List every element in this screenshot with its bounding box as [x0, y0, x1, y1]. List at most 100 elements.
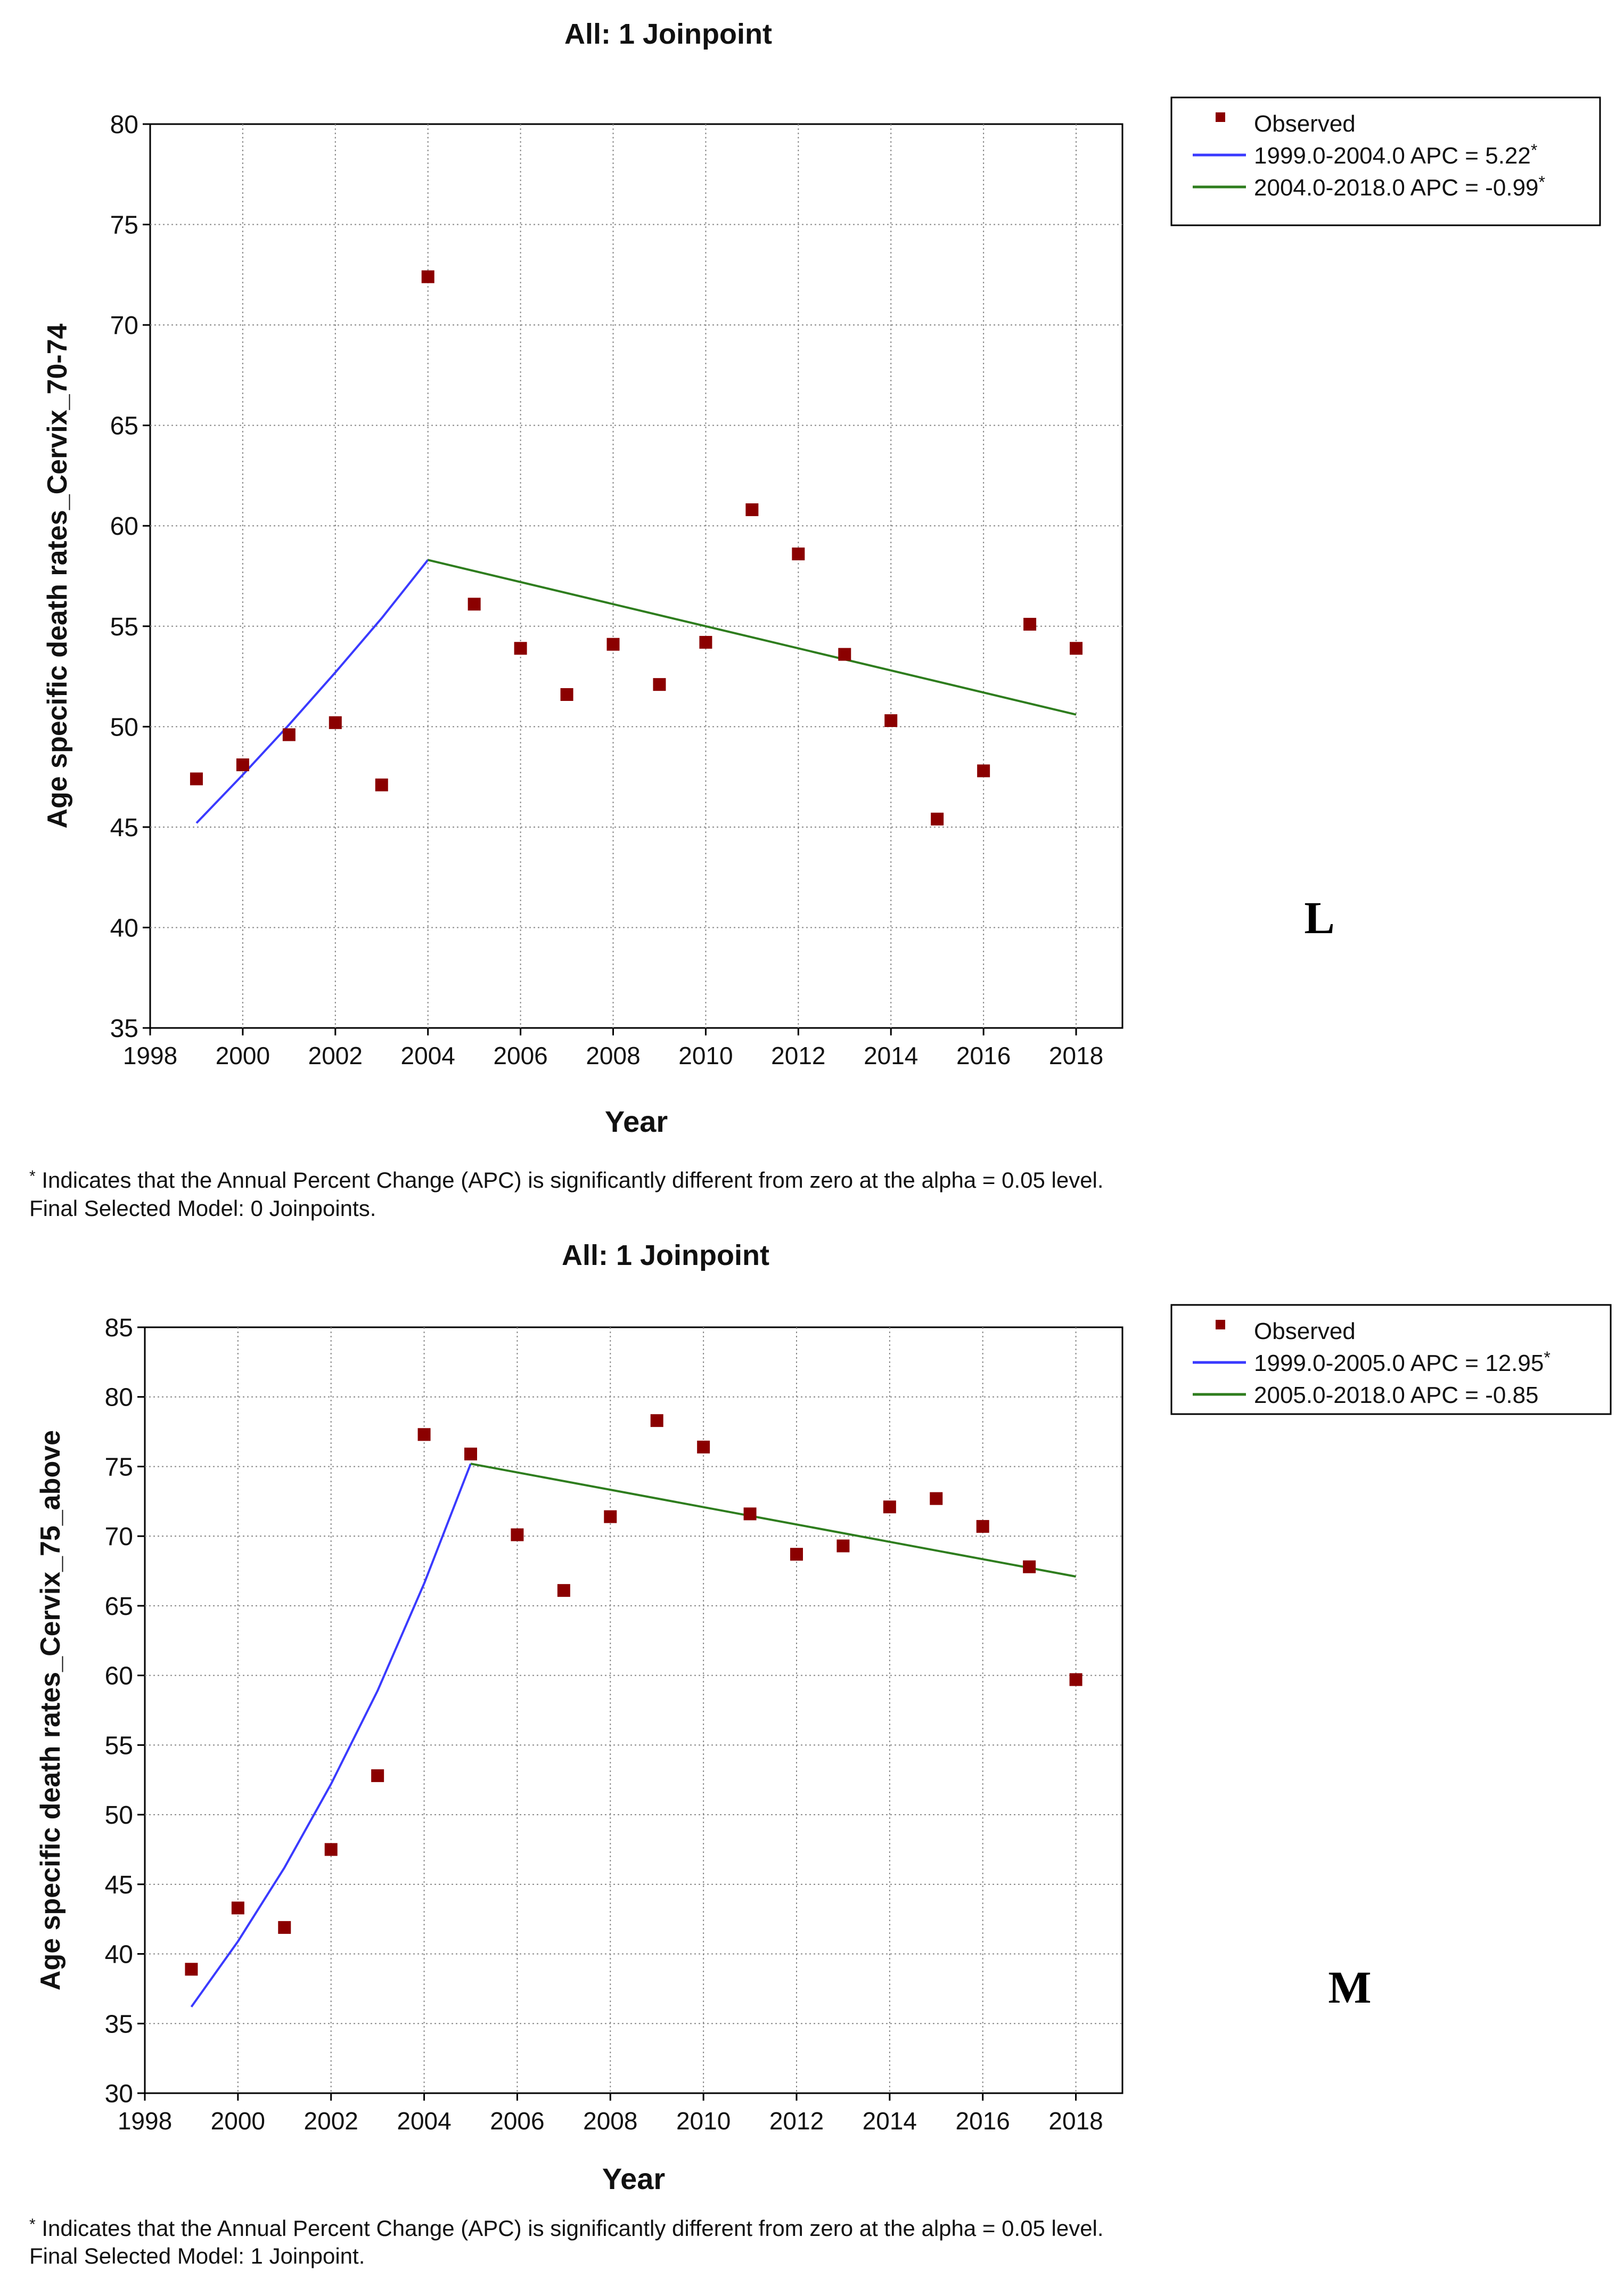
legend-label-text: Observed — [1254, 111, 1356, 137]
x-tick-label: 2014 — [863, 2107, 917, 2135]
legend-significance-mark: * — [1539, 173, 1545, 192]
observed-point — [606, 638, 620, 651]
y-tick-label: 55 — [110, 613, 138, 641]
chart-panel-m: All: 1 Joinpoint 1998 2000 2002 2004 2006 2008… — [29, 1239, 1612, 2268]
observed-point — [976, 1520, 989, 1533]
x-tick-label: 2000 — [216, 1042, 270, 1069]
observed-point — [236, 758, 249, 771]
panel-label: M — [1328, 1962, 1371, 2013]
x-tick-label: 2000 — [211, 2107, 265, 2135]
observed-point — [1069, 1673, 1082, 1686]
legend-label: Observed — [1254, 1318, 1356, 1344]
x-tick-label: 2008 — [586, 1042, 640, 1069]
observed-point — [792, 548, 805, 561]
legend-marker-observed — [1216, 1320, 1225, 1329]
trend-line-segment-2 — [428, 559, 1077, 716]
y-tick-label: 35 — [110, 1015, 138, 1043]
observed-point — [838, 648, 851, 661]
observed-point — [977, 764, 990, 778]
y-axis-label: Age specific death rates_Cervix_70-74 — [42, 323, 73, 828]
y-tick-label: 60 — [105, 1662, 133, 1691]
observed-point — [514, 642, 527, 655]
y-tick-label: 80 — [105, 1384, 133, 1412]
x-tick-label: 1998 — [123, 1042, 177, 1069]
chart-panel-l: All: 1 Joinpoint 1998 2000 2002 2004 2006 2008… — [29, 18, 1601, 1221]
chart-title: All: 1 Joinpoint — [562, 1239, 769, 1271]
observed-point — [375, 778, 388, 791]
x-tick-label: 2004 — [397, 2107, 451, 2135]
legend-box — [1170, 1304, 1612, 1415]
footnote-text: Indicates that the Annual Percent Change… — [36, 2216, 1104, 2241]
observed-point — [745, 503, 759, 517]
observed-point — [1023, 618, 1037, 631]
observed-point — [1070, 642, 1083, 655]
plot-area — [149, 123, 1123, 1029]
x-tick-label: 2016 — [956, 1042, 1011, 1069]
plot-area — [144, 1326, 1123, 2094]
panel-label: L — [1304, 892, 1334, 943]
observed-point — [231, 1901, 244, 1915]
legend-label-text: 2004.0-2018.0 APC = -0.99 — [1254, 175, 1539, 201]
x-tick-label: 2004 — [401, 1042, 455, 1069]
x-tick-label: 2018 — [1048, 2107, 1103, 2135]
observed-point — [790, 1548, 803, 1561]
y-tick-label: 50 — [105, 1801, 133, 1830]
legend-significance-mark: * — [1531, 141, 1537, 160]
observed-point — [836, 1539, 850, 1553]
y-tick-label: 70 — [105, 1523, 133, 1551]
x-tick-label: 2012 — [769, 2107, 824, 2135]
legend-label: 2005.0-2018.0 APC = -0.85 — [1254, 1382, 1539, 1408]
trend-line-segment-2 — [470, 1463, 1076, 1578]
y-tick-label: 55 — [105, 1732, 133, 1760]
x-tick-label: 2002 — [304, 2107, 358, 2135]
x-tick-label: 2016 — [956, 2107, 1010, 2135]
observed-point — [743, 1507, 757, 1521]
legend-label-text: Observed — [1254, 1318, 1356, 1344]
observed-point — [371, 1769, 384, 1782]
observed-point — [697, 1440, 710, 1454]
y-tick-label: 60 — [110, 512, 138, 541]
y-tick-label: 35 — [105, 2010, 133, 2038]
y-tick-label: 65 — [105, 1593, 133, 1621]
observed-point — [511, 1528, 524, 1541]
legend-label: 1999.0-2005.0 APC = 12.95* — [1254, 1348, 1551, 1376]
legend-label-text: 2005.0-2018.0 APC = -0.85 — [1254, 1382, 1539, 1408]
footnote-final-model: Final Selected Model: 1 Joinpoint. — [29, 2243, 365, 2268]
y-tick-label: 40 — [105, 1941, 133, 1969]
footnote-significance: * Indicates that the Annual Percent Chan… — [29, 1167, 1104, 1193]
observed-point — [421, 270, 434, 283]
observed-point — [464, 1447, 477, 1460]
legend-significance-mark: * — [1544, 1348, 1550, 1367]
observed-point — [699, 635, 712, 649]
legend-box — [1170, 96, 1601, 226]
footnote-asterisk: * — [29, 2216, 36, 2233]
observed-point — [930, 1492, 943, 1505]
observed-point — [278, 1921, 291, 1934]
x-tick-label: 2006 — [490, 2107, 544, 2135]
y-tick-label: 40 — [110, 914, 138, 942]
x-tick-label: 2010 — [676, 2107, 731, 2135]
footnote-asterisk: * — [29, 1167, 36, 1185]
trend-line-segment-1 — [190, 1463, 472, 2008]
observed-point — [1023, 1560, 1036, 1573]
observed-point — [931, 812, 944, 826]
x-tick-label: 2008 — [583, 2107, 637, 2135]
footnote-significance: * Indicates that the Annual Percent Chan… — [29, 2216, 1104, 2241]
x-tick-label: 2018 — [1049, 1042, 1103, 1069]
legend-label-text: 1999.0-2004.0 APC = 5.22 — [1254, 143, 1531, 169]
y-tick-label: 65 — [110, 412, 138, 440]
observed-point — [650, 1414, 663, 1427]
observed-point — [557, 1584, 570, 1597]
y-axis-label: Age specific death rates_Cervix_75_above — [35, 1430, 66, 1990]
y-tick-label: 85 — [105, 1314, 133, 1342]
observed-point — [190, 772, 203, 786]
observed-point — [653, 678, 666, 691]
x-tick-label: 2010 — [678, 1042, 733, 1069]
y-tick-label: 45 — [105, 1871, 133, 1899]
x-axis-label: Year — [605, 1105, 668, 1138]
observed-point — [560, 688, 573, 701]
x-axis-label: Year — [602, 2162, 665, 2195]
x-tick-label: 2006 — [493, 1042, 547, 1069]
